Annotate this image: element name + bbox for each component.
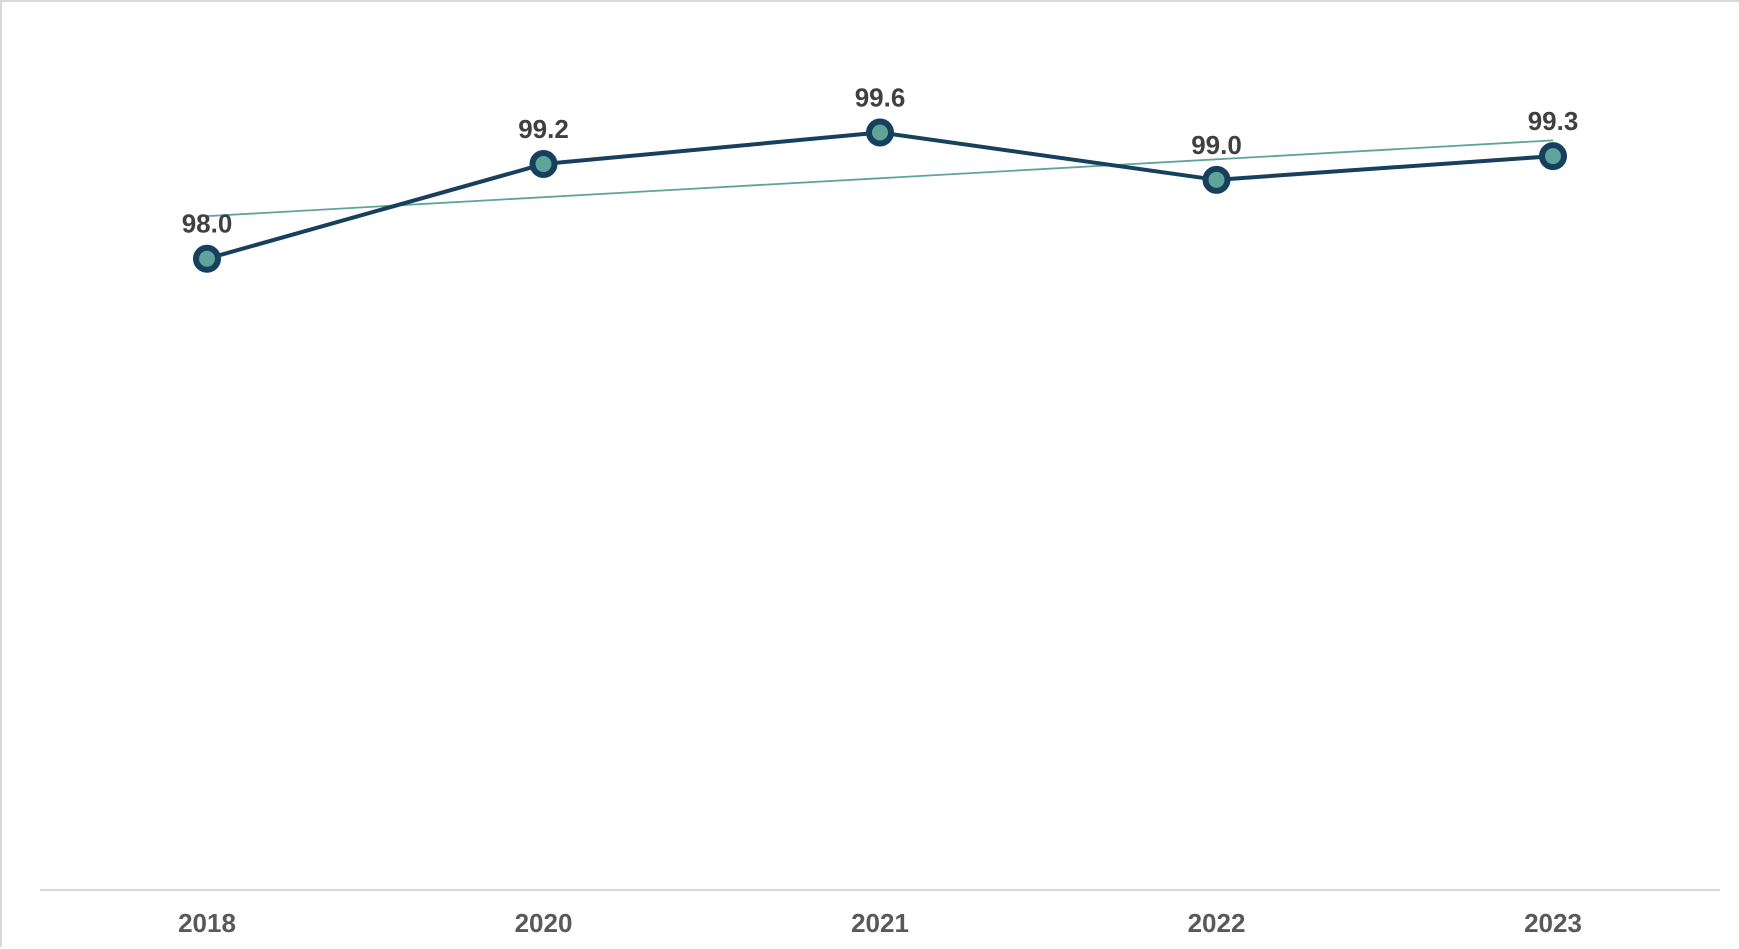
x-tick-label: 2022 (1188, 908, 1246, 938)
data-label: 99.6 (855, 82, 906, 112)
data-label: 99.3 (1528, 106, 1579, 136)
data-label: 99.2 (518, 114, 569, 144)
trendline-layer (206, 139, 1554, 218)
x-tick-label: 2018 (178, 908, 236, 938)
data-label-layer: 98.0 99.2 99.6 99.0 99.3 (182, 82, 1579, 238)
data-label: 98.0 (182, 209, 233, 239)
data-point-marker (193, 244, 221, 273)
marker-layer (193, 118, 1567, 273)
data-point-marker (1202, 165, 1231, 194)
data-label: 99.0 (1191, 130, 1242, 160)
x-tick-label: 2021 (851, 908, 909, 938)
x-tick-label: 2023 (1524, 908, 1582, 938)
data-point-marker (866, 118, 894, 147)
x-tick-layer: 2018 2020 2021 2022 2023 (178, 908, 1582, 938)
x-tick-label: 2020 (515, 908, 573, 938)
data-point-marker (1539, 142, 1567, 171)
trendline (206, 139, 1554, 218)
data-point-marker (529, 150, 558, 179)
